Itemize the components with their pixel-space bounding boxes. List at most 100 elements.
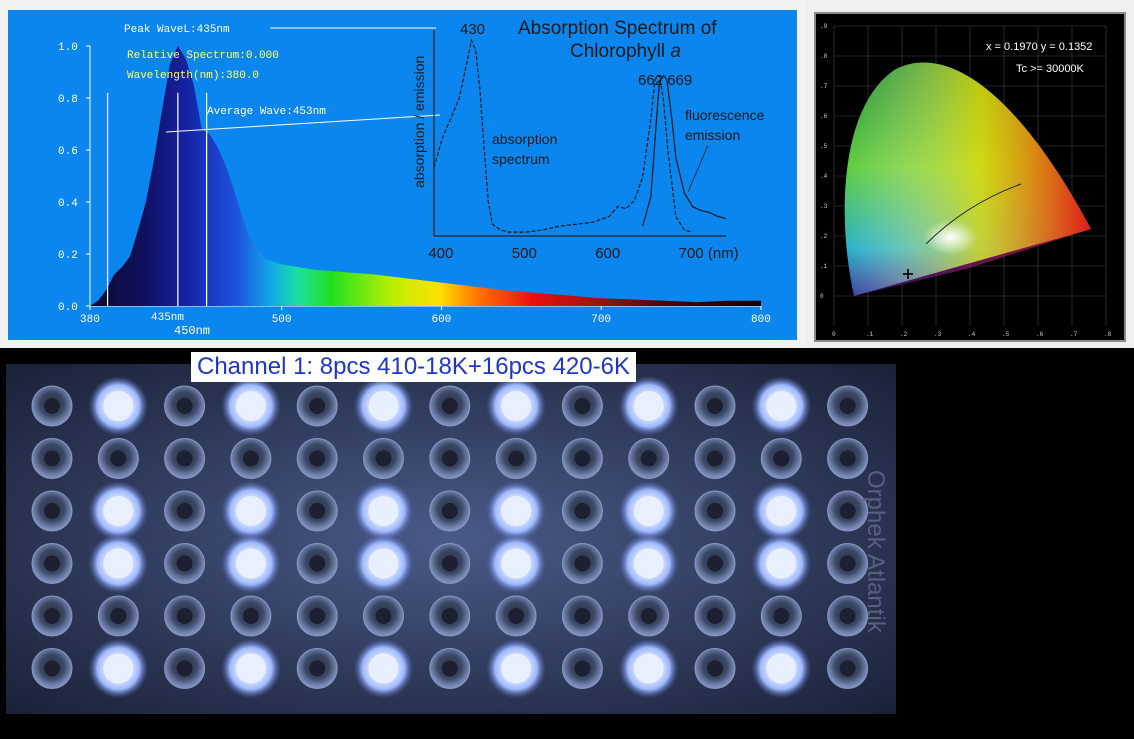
led-off-core	[44, 660, 60, 677]
cie-diagram: x = 0.1970 y = 0.1352 Tc >= 30000K 0 .1 .2…	[814, 12, 1126, 342]
led-lit-core	[103, 496, 134, 526]
led-off-core	[44, 398, 60, 414]
chlorophyll-title-italic: a	[670, 41, 681, 62]
chlorophyll-x-tick-label: 500	[512, 245, 537, 262]
spectrum-x-tick-label: 380	[80, 314, 100, 326]
led-off-core	[574, 398, 591, 414]
spectrum-area	[90, 46, 761, 306]
marker-450-label: 450nm	[174, 324, 210, 338]
led-off-core	[574, 555, 591, 572]
average-pointer-line	[165, 114, 441, 133]
cie-x-tick: .4	[968, 331, 976, 338]
led-off-core	[375, 450, 392, 467]
absorption-curve	[433, 38, 693, 233]
led-off-core	[441, 608, 458, 624]
led-off-core	[707, 503, 723, 519]
led-lit-core	[368, 496, 399, 526]
chlorophyll-y-label: absorption / emission	[411, 56, 427, 188]
brand-text: Orphek Atlantik	[862, 470, 889, 634]
led-lit-core	[633, 496, 664, 526]
peak-662-669-label: 662 669	[638, 72, 692, 89]
led-off-core	[839, 555, 856, 572]
led-lit-core	[766, 548, 797, 579]
cie-y-tick: .9	[820, 23, 828, 30]
led-off-core	[773, 450, 790, 467]
led-off-core	[176, 398, 193, 414]
cie-y-tick: .2	[820, 233, 828, 240]
led-off-core	[309, 398, 326, 414]
led-lit-core	[368, 653, 399, 684]
fluorescence-pointer	[687, 144, 709, 193]
led-off-core	[309, 660, 326, 677]
led-off-core	[242, 608, 259, 624]
spectrum-x-tick-label: 800	[751, 314, 771, 326]
led-off-core	[309, 608, 326, 624]
led-off-core	[574, 450, 591, 467]
led-off-core	[176, 555, 193, 572]
spectrum-y-tick-label: 0.4	[58, 198, 78, 210]
led-lit-core	[368, 548, 399, 579]
spectrum-y-tick-label: 0.2	[58, 250, 78, 262]
led-off-core	[309, 555, 326, 572]
led-off-core	[110, 608, 127, 624]
led-off-core	[574, 608, 591, 624]
led-off-core	[773, 608, 790, 624]
cie-x-tick: 0	[832, 331, 836, 338]
wavelength-text: Wavelength(nm):380.0	[127, 70, 259, 82]
cie-y-tick: .4	[820, 173, 828, 180]
led-off-core	[707, 660, 723, 677]
led-off-core	[839, 608, 856, 624]
led-lit-core	[766, 496, 797, 526]
cie-x-tick: .6	[1036, 331, 1044, 338]
led-lit-core	[235, 653, 266, 684]
led-off-core	[441, 398, 458, 414]
absorption-label-2: spectrum	[492, 151, 550, 167]
peak-wavelength-text: Peak WaveL:435nm	[124, 24, 230, 36]
led-off-core	[839, 503, 856, 519]
fluorescence-label-1: fluorescence	[685, 107, 765, 123]
led-off-core	[441, 555, 458, 572]
led-lit-core	[633, 391, 664, 421]
led-lit-core	[501, 548, 532, 579]
spectrum-plot-area: 0.0 0.2 0.4 0.6 0.8 1.0 380 500 600 700 800 Peak W…	[8, 10, 797, 340]
led-off-core	[44, 450, 60, 467]
fluorescence-label-2: emission	[685, 127, 740, 143]
cie-y-tick: .6	[820, 113, 828, 120]
cie-coords: x = 0.1970 y = 0.1352	[986, 41, 1092, 53]
spectrum-x-tick-label: 600	[431, 314, 451, 326]
led-off-core	[176, 450, 193, 467]
led-off-core	[44, 503, 60, 519]
led-off-core	[508, 450, 525, 467]
cie-gamut-purple	[854, 229, 1091, 296]
led-off-core	[707, 555, 723, 572]
led-off-core	[242, 450, 259, 467]
cie-white-region	[901, 194, 1011, 264]
cie-y-tick: .7	[820, 83, 828, 90]
chlorophyll-x-tick-label: 400	[428, 245, 453, 262]
led-lit-core	[368, 391, 399, 421]
relative-spectrum-text: Relative Spectrum:0.000	[127, 50, 279, 62]
led-off-core	[176, 660, 193, 677]
average-wave-text: Average Wave:453nm	[207, 106, 326, 118]
cie-y-tick: .8	[820, 53, 828, 60]
led-lit-core	[235, 496, 266, 526]
led-lit-core	[103, 548, 134, 579]
led-off-core	[44, 555, 60, 572]
spectrum-x-tick-label: 500	[272, 314, 292, 326]
led-lit-core	[633, 653, 664, 684]
led-off-core	[839, 450, 856, 467]
led-off-core	[640, 608, 657, 624]
led-lit-core	[501, 391, 532, 421]
led-lit-core	[766, 391, 797, 421]
cie-cct: Tc >= 30000K	[1016, 63, 1085, 75]
led-lit-core	[501, 496, 532, 526]
led-off-core	[574, 503, 591, 519]
led-off-core	[574, 660, 591, 677]
cie-y-tick: 0	[820, 293, 824, 300]
marker-435-label: 435nm	[151, 312, 184, 324]
led-off-core	[640, 450, 657, 467]
led-off-core	[441, 503, 458, 519]
planckian-locus	[925, 183, 1022, 245]
cie-x-tick: .8	[1104, 331, 1112, 338]
spectrum-y-tick-label: 1.0	[58, 42, 78, 54]
